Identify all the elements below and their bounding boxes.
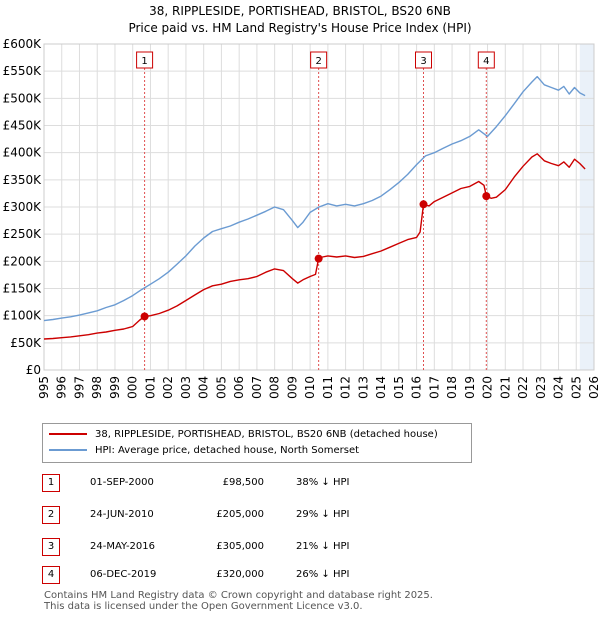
sale-number-box: 3	[415, 51, 432, 69]
legend-label-hpi: HPI: Average price, detached house, Nort…	[95, 445, 360, 456]
x-tick-label: 2023	[534, 376, 548, 400]
x-tick-label: 2013	[356, 376, 370, 400]
transaction-hpi: 26% ↓ HPI	[296, 569, 350, 580]
sale-number-frame	[415, 51, 432, 69]
legend-swatch-red	[49, 433, 87, 435]
x-tick-label: 1997	[72, 376, 86, 400]
y-tick-label: £500K	[3, 91, 43, 105]
title-line-1: 38, RIPPLESIDE, PORTISHEAD, BRISTOL, BS2…	[149, 4, 451, 18]
sale-number-box: 4	[477, 51, 495, 69]
footer-line: Contains HM Land Registry data © Crown c…	[44, 590, 433, 601]
x-tick-label: 2011	[321, 376, 335, 400]
x-tick-label: 2015	[392, 376, 406, 400]
y-tick-label: £0	[26, 363, 41, 377]
transaction-badge: 1	[42, 474, 60, 492]
x-tick-label: 2021	[498, 376, 512, 400]
series-line-hpi	[43, 75, 586, 322]
chart-title: 38, RIPPLESIDE, PORTISHEAD, BRISTOL, BS2…	[0, 3, 600, 37]
legend-item-property: 38, RIPPLESIDE, PORTISHEAD, BRISTOL, BS2…	[49, 428, 438, 442]
x-tick-label: 2014	[374, 376, 388, 400]
x-tick-label: 2019	[463, 376, 477, 400]
x-tick-label: 2024	[552, 376, 566, 400]
x-tick-label: 2008	[268, 376, 282, 400]
x-tick-label: 2017	[427, 376, 441, 400]
transaction-price: £205,000	[216, 509, 264, 520]
x-tick-label: 1995	[37, 376, 51, 400]
sale-number-label: 1	[141, 56, 147, 67]
sale-number-label: 2	[315, 56, 321, 67]
y-tick-label: £100K	[3, 309, 43, 323]
x-tick-label: 2003	[179, 376, 193, 400]
sale-point	[482, 192, 491, 201]
y-tick-label: £300K	[3, 200, 43, 214]
sale-number-frame	[310, 51, 328, 69]
x-tick-label: 2018	[445, 376, 459, 400]
x-tick-label: 1999	[108, 376, 122, 400]
x-tick-label: 2009	[285, 376, 299, 400]
sale-number-frame	[136, 51, 154, 69]
transaction-price: £98,500	[222, 477, 264, 488]
x-tick-label: 1998	[90, 376, 104, 400]
sale-point	[419, 200, 428, 209]
y-tick-label: £600K	[3, 37, 43, 51]
sale-number-box: 2	[310, 51, 328, 69]
y-tick-label: £150K	[3, 282, 43, 296]
transaction-date: 01-SEP-2000	[90, 477, 154, 488]
y-tick-label: £400K	[3, 146, 43, 160]
sale-number-label: 4	[483, 56, 489, 67]
legend: 38, RIPPLESIDE, PORTISHEAD, BRISTOL, BS2…	[42, 423, 472, 463]
transaction-date: 24-MAY-2016	[90, 541, 156, 552]
x-tick-label: 2001	[143, 376, 157, 400]
legend-swatch-blue	[49, 449, 87, 451]
transaction-badge: 3	[42, 538, 60, 556]
y-tick-label: £250K	[3, 227, 43, 241]
y-tick-label: £200K	[3, 254, 43, 268]
x-tick-label: 2020	[481, 376, 495, 400]
transaction-badge: 4	[42, 566, 60, 584]
x-tick-label: 2010	[303, 376, 317, 400]
legend-label-property: 38, RIPPLESIDE, PORTISHEAD, BRISTOL, BS2…	[95, 429, 438, 440]
title-line-2: Price paid vs. HM Land Registry's House …	[128, 21, 472, 35]
transaction-hpi: 29% ↓ HPI	[296, 509, 350, 520]
footer-line: This data is licensed under the Open Gov…	[44, 601, 363, 612]
sale-number-box: 1	[136, 51, 154, 69]
transaction-date: 06-DEC-2019	[90, 569, 157, 580]
x-tick-label: 2005	[214, 376, 228, 400]
sale-point	[314, 254, 323, 263]
sale-number-label: 3	[420, 56, 426, 67]
price-chart: £0 £50K £100K £150K £200K £250K £300K £350K £400…	[3, 37, 600, 400]
plot-frame	[43, 43, 595, 371]
x-tick-label: 2012	[339, 376, 353, 400]
sale-number-frame	[477, 51, 495, 69]
x-tick-label: 2006	[232, 376, 246, 400]
transaction-badge: 2	[42, 506, 60, 524]
y-tick-label: £450K	[3, 119, 43, 133]
y-tick-label: £350K	[3, 173, 43, 187]
x-tick-label: 2016	[410, 376, 424, 400]
transaction-price: £320,000	[216, 569, 264, 580]
x-tick-label: 2026	[587, 376, 600, 400]
x-tick-label: 1996	[55, 376, 69, 400]
transaction-hpi: 38% ↓ HPI	[296, 477, 350, 488]
legend-item-hpi: HPI: Average price, detached house, Nort…	[49, 444, 359, 458]
transaction-date: 24-JUN-2010	[90, 509, 154, 520]
x-tick-label: 2004	[197, 376, 211, 400]
x-tick-label: 2025	[569, 376, 583, 400]
x-tick-label: 2007	[250, 376, 264, 400]
transaction-price: £305,000	[216, 541, 264, 552]
x-tick-label: 2022	[516, 376, 530, 400]
sale-point	[140, 312, 149, 321]
x-tick-label: 2000	[126, 376, 140, 400]
footer: Contains HM Land Registry data © Crown c…	[44, 590, 433, 612]
x-tick-label: 2002	[161, 376, 175, 400]
y-tick-label: £550K	[3, 64, 43, 78]
y-tick-label: £50K	[10, 336, 42, 350]
transaction-hpi: 21% ↓ HPI	[296, 541, 350, 552]
